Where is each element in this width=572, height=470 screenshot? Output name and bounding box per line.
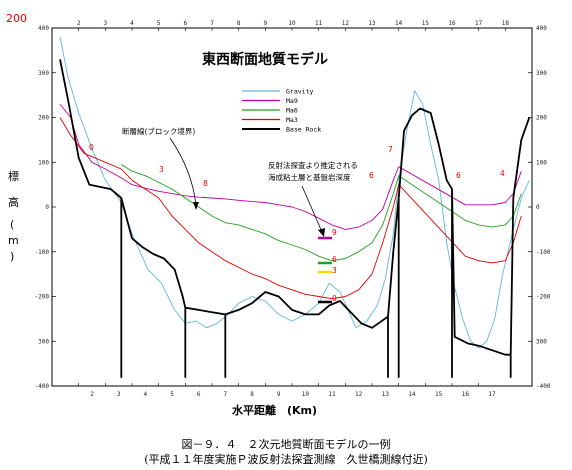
x-tick-label-bottom: 15 <box>435 391 443 398</box>
y-tick-label-right: 300 <box>536 70 547 77</box>
y-tick-label-left: -100 <box>35 249 50 256</box>
series-layer <box>59 36 531 379</box>
x-tick-label-top: 15 <box>422 20 430 27</box>
x-tick-label-bottom: 12 <box>355 391 363 398</box>
x-tick-label-top: 17 <box>475 20 483 27</box>
block-label: 6 <box>456 171 461 180</box>
block-label: 6 <box>369 171 374 180</box>
x-tick-label-bottom: 16 <box>462 391 470 398</box>
x-tick-label-top: 14 <box>395 20 403 27</box>
x-tick-label-bottom: 8 <box>250 391 254 398</box>
y-tick-label-left: 100 <box>38 159 49 166</box>
y-tick-label-left: 200 <box>38 115 49 122</box>
block-label: 3 <box>159 165 164 174</box>
y-label-char: m <box>8 234 19 247</box>
y-label-char: 標 <box>8 169 19 183</box>
x-tick-label-bottom: 11 <box>328 391 336 398</box>
block-label: 8 <box>203 179 208 188</box>
x-tick-label-top: 4 <box>130 20 134 27</box>
y-tick-label-left: 0 <box>45 204 49 211</box>
layer-label-ma3: 3 <box>332 266 337 275</box>
reflection-annotation-line2: 海成粘土層と基盤岩深度 <box>268 172 351 182</box>
series-line-gravity <box>59 36 530 349</box>
layer-label-base: 0 <box>332 294 337 303</box>
x-tick-label-bottom: 3 <box>117 391 121 398</box>
y-label-char: ( <box>10 218 14 231</box>
x-tick-label-top: 9 <box>264 20 268 27</box>
fault-annotation-leader <box>169 137 197 206</box>
x-tick-label-bottom: 6 <box>197 391 201 398</box>
y-label-char: 高 <box>8 195 19 209</box>
series-line-ma9 <box>59 103 522 230</box>
layer-label-ma6: 6 <box>332 255 337 264</box>
y-tick-label-right: -100 <box>536 249 551 256</box>
legend-label: Ma3 <box>286 116 298 124</box>
x-tick-label-top: 3 <box>104 20 108 27</box>
y-axis-label: 標 高 ( m ) <box>8 169 19 263</box>
x-tick-label-bottom: 7 <box>224 391 228 398</box>
y-tick-label-left: 300 <box>38 70 49 77</box>
y-tick-label-left: -200 <box>35 294 50 301</box>
x-tick-label-top: 16 <box>448 20 456 27</box>
reflection-annotation-arrowhead <box>318 228 325 237</box>
x-tick-label-top: 11 <box>315 20 323 27</box>
x-tick-label-bottom: 4 <box>144 391 148 398</box>
x-tick-label-top: 6 <box>184 20 188 27</box>
x-tick-label-bottom: 17 <box>488 391 496 398</box>
legend-label: Ma9 <box>286 97 298 105</box>
y-tick-label-left: -400 <box>35 383 50 390</box>
x-tick-label-bottom: 13 <box>382 391 390 398</box>
top-left-red-label: 200 <box>6 12 27 25</box>
y-tick-label-right: 300 <box>536 338 547 345</box>
fault-annotation-arrowhead <box>193 202 199 210</box>
y-tick-label-right: 200 <box>536 115 547 122</box>
x-tick-label-top: 2 <box>77 20 81 27</box>
x-tick-label-top: 8 <box>237 20 241 27</box>
legend-label: Gravity <box>286 88 313 96</box>
y-label-char: ) <box>10 250 14 263</box>
layer-label-ma9: 9 <box>332 228 337 237</box>
block-label: 7 <box>388 145 393 154</box>
legend-label: Base Rock <box>286 126 321 134</box>
y-tick-label-left: 300 <box>38 338 49 345</box>
x-tick-label-bottom: 14 <box>408 391 416 398</box>
x-axis-label: 水平距離 (Km) <box>232 403 317 417</box>
y-tick-label-right: -200 <box>536 294 551 301</box>
reflection-annotation-line1: 反射法探査より推定される <box>268 160 358 170</box>
x-tick-label-bottom: 9 <box>277 391 281 398</box>
figure-caption-line2: (平成１１年度実施Ｐ波反射法探査測線 久世橋測線付近) <box>144 453 428 466</box>
y-tick-label-right: 100 <box>536 159 547 166</box>
axis-ticks: 4003002001000-100-200300-400400300200100… <box>35 20 551 398</box>
fault-annotation: 断層線(ブロック境界) <box>122 126 195 136</box>
figure-caption-line1: 図－９．４ ２次元地質断面モデルの一例 <box>181 438 391 451</box>
series-line-base-rock <box>59 59 531 379</box>
series-line-ma3 <box>59 117 522 300</box>
series-line-ma6 <box>121 164 522 262</box>
y-tick-label-right: 400 <box>536 25 547 32</box>
x-tick-label-bottom: 2 <box>90 391 94 398</box>
x-tick-label-top: 18 <box>502 20 510 27</box>
legend-label: Ma6 <box>286 107 298 115</box>
x-tick-label-bottom: 5 <box>170 391 174 398</box>
x-tick-label-top: 12 <box>342 20 350 27</box>
x-tick-label-top: 7 <box>210 20 214 27</box>
block-label: 0 <box>89 143 94 152</box>
reflection-annotation-leader <box>301 185 323 233</box>
x-tick-label-top: 10 <box>288 20 296 27</box>
y-tick-label-right: -400 <box>536 383 551 390</box>
y-tick-label-left: 400 <box>38 25 49 32</box>
block-label: 4 <box>500 169 505 178</box>
chart-title: 東西断面地質モデル <box>202 51 328 68</box>
x-tick-label-top: 5 <box>157 20 161 27</box>
x-tick-label-top: 13 <box>368 20 376 27</box>
y-tick-label-right: 0 <box>536 204 540 211</box>
x-tick-label-bottom: 10 <box>302 391 310 398</box>
